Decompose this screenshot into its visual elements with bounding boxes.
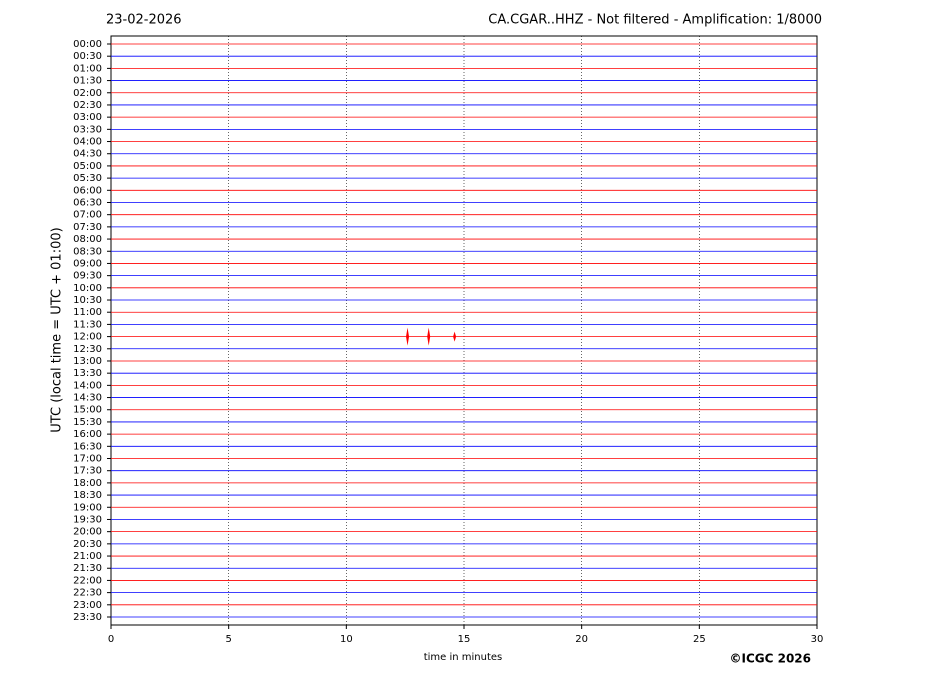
y-tick-label: 02:30 xyxy=(73,100,102,111)
y-tick-label: 04:30 xyxy=(73,149,102,160)
y-tick-label: 19:30 xyxy=(73,514,102,525)
y-tick-label: 10:00 xyxy=(73,283,102,294)
y-tick-label: 12:00 xyxy=(73,332,102,343)
x-tick-label: 30 xyxy=(811,634,824,645)
y-tick-label: 15:30 xyxy=(73,417,102,428)
y-tick-label: 08:00 xyxy=(73,234,102,245)
y-tick-label: 09:30 xyxy=(73,271,102,282)
y-tick-label: 01:30 xyxy=(73,76,102,87)
credit: ©ICGC 2026 xyxy=(729,652,811,666)
event-spike xyxy=(406,327,410,346)
y-tick-label: 18:30 xyxy=(73,490,102,501)
y-tick-label: 05:30 xyxy=(73,173,102,184)
chart-title: CA.CGAR..HHZ - Not filtered - Amplificat… xyxy=(488,13,822,28)
y-tick-label: 00:00 xyxy=(73,39,102,50)
y-tick-label: 08:30 xyxy=(73,246,102,257)
y-tick-label: 10:30 xyxy=(73,295,102,306)
y-tick-label: 14:00 xyxy=(73,380,102,391)
y-tick-label: 17:30 xyxy=(73,466,102,477)
y-tick-label: 14:30 xyxy=(73,393,102,404)
y-tick-label: 22:30 xyxy=(73,588,102,599)
x-tick-label: 5 xyxy=(225,634,231,645)
y-tick-label: 23:00 xyxy=(73,600,102,611)
y-tick-label: 09:00 xyxy=(73,258,102,269)
y-tick-label: 06:30 xyxy=(73,197,102,208)
y-tick-label: 13:00 xyxy=(73,356,102,367)
y-tick-label: 03:00 xyxy=(73,112,102,123)
y-tick-label: 00:30 xyxy=(73,51,102,62)
y-tick-label: 06:00 xyxy=(73,185,102,196)
x-axis-label: time in minutes xyxy=(424,652,503,663)
event-spike xyxy=(453,331,457,342)
y-tick-label: 16:00 xyxy=(73,429,102,440)
y-tick-label: 12:30 xyxy=(73,344,102,355)
y-axis-label: UTC (local time = UTC + 01:00) xyxy=(50,227,65,432)
y-tick-label: 01:00 xyxy=(73,63,102,74)
y-tick-label: 20:00 xyxy=(73,527,102,538)
y-tick-label: 17:00 xyxy=(73,454,102,465)
date: 23-02-2026 xyxy=(106,13,182,28)
y-tick-label: 03:30 xyxy=(73,124,102,135)
y-tick-label: 07:00 xyxy=(73,210,102,221)
x-tick-label: 15 xyxy=(458,634,471,645)
y-tick-label: 04:00 xyxy=(73,137,102,148)
y-tick-label: 19:00 xyxy=(73,502,102,513)
event-spike xyxy=(427,327,431,346)
y-tick-label: 02:00 xyxy=(73,88,102,99)
y-tick-label: 21:00 xyxy=(73,551,102,562)
y-tick-label: 15:00 xyxy=(73,405,102,416)
y-tick-label: 07:30 xyxy=(73,222,102,233)
y-tick-label: 05:00 xyxy=(73,161,102,172)
y-tick-label: 11:30 xyxy=(73,319,102,330)
y-tick-label: 13:30 xyxy=(73,368,102,379)
y-tick-label: 21:30 xyxy=(73,563,102,574)
x-tick-label: 0 xyxy=(108,634,114,645)
x-tick-label: 25 xyxy=(693,634,706,645)
y-tick-label: 22:00 xyxy=(73,575,102,586)
y-tick-label: 16:30 xyxy=(73,441,102,452)
x-tick-label: 10 xyxy=(340,634,353,645)
y-tick-label: 18:00 xyxy=(73,478,102,489)
y-tick-label: 11:00 xyxy=(73,307,102,318)
y-tick-label: 23:30 xyxy=(73,612,102,623)
x-tick-label: 20 xyxy=(575,634,588,645)
y-tick-label: 20:30 xyxy=(73,539,102,550)
